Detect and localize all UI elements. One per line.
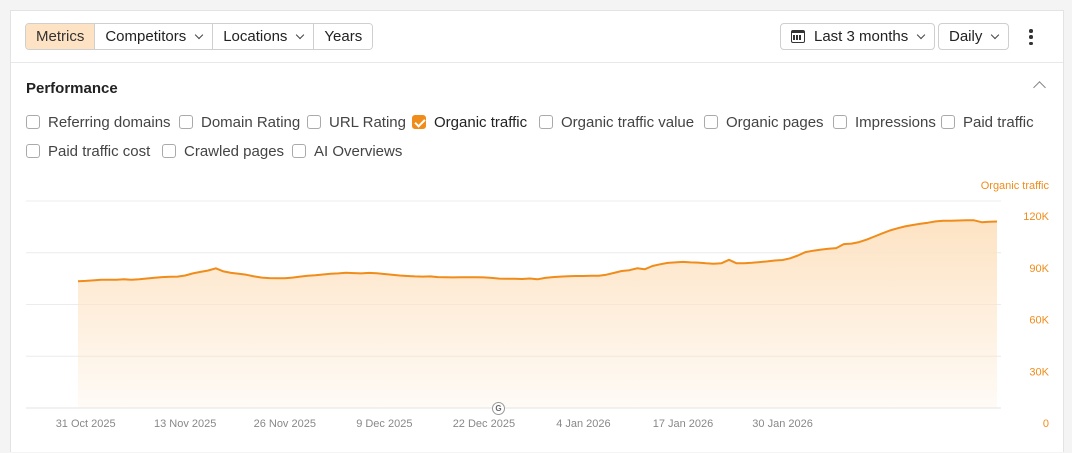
metric-label: Domain Rating	[201, 113, 301, 131]
checkbox-icon[interactable]	[26, 115, 40, 129]
tab-metrics-label: Metrics	[36, 28, 85, 45]
chevron-down-icon	[916, 30, 926, 39]
metric-label: Organic traffic value	[561, 113, 695, 131]
checkbox-icon[interactable]	[26, 144, 40, 158]
chevron-down-icon	[194, 30, 204, 39]
metric-referring-domains[interactable]: Referring domains	[26, 113, 171, 131]
y-tick-label: 90K	[1029, 263, 1049, 275]
y-tick-label: 60K	[1029, 315, 1049, 327]
metric-crawled-pages[interactable]: Crawled pages	[162, 142, 284, 160]
y-tick-label: 30K	[1029, 366, 1049, 378]
x-tick-label: 22 Dec 2025	[453, 418, 515, 430]
metric-label: AI Overviews	[314, 142, 403, 160]
x-tick-label: 17 Jan 2026	[653, 418, 714, 430]
checkbox-icon[interactable]	[412, 115, 426, 129]
interval-dropdown[interactable]: Daily	[938, 23, 1010, 50]
interval-label: Daily	[949, 28, 983, 45]
checkbox-icon[interactable]	[833, 115, 847, 129]
metric-ai-overviews[interactable]: AI Overviews	[292, 142, 402, 160]
metric-organic-traffic[interactable]: Organic traffic	[412, 113, 527, 131]
tab-years-label: Years	[324, 28, 363, 45]
metric-organic-traffic-value[interactable]: Organic traffic value	[539, 113, 694, 131]
metric-organic-pages[interactable]: Organic pages	[704, 113, 824, 131]
metric-domain-rating[interactable]: Domain Rating	[179, 113, 300, 131]
metric-label: Organic pages	[726, 113, 824, 131]
checkbox-icon[interactable]	[179, 115, 193, 129]
metric-impressions[interactable]: Impressions	[833, 113, 936, 131]
chart-area: Organic traffic 0 30K 60K 90K 120K 31 Oct 2025…	[11, 11, 1065, 453]
metric-paid-traffic-cost[interactable]: Paid traffic cost	[26, 142, 150, 160]
tab-competitors-label: Competitors	[105, 28, 187, 45]
tab-locations[interactable]: Locations	[213, 24, 315, 49]
y-tick-label: 120K	[1023, 211, 1049, 223]
chevron-down-icon	[991, 30, 1000, 39]
toolbar: Metrics Competitors Locations Years Last…	[11, 11, 1063, 63]
tab-metrics[interactable]: Metrics	[26, 24, 96, 49]
checkbox-icon[interactable]	[162, 144, 176, 158]
y-axis-title: Organic traffic	[981, 180, 1050, 192]
metric-label: Impressions	[855, 113, 936, 131]
date-range-label: Last 3 months	[814, 28, 909, 45]
metric-label: Crawled pages	[184, 142, 285, 160]
tab-years[interactable]: Years	[314, 24, 373, 49]
metric-label: Organic traffic	[434, 113, 528, 131]
metric-label: Paid traffic cost	[48, 142, 151, 160]
metric-label: Paid traffic	[963, 113, 1034, 131]
checkbox-icon[interactable]	[539, 115, 553, 129]
y-tick-label: 0	[1043, 418, 1049, 430]
organic-traffic-chart: Organic traffic 0 30K 60K 90K 120K 31 Oct 2025…	[26, 180, 1050, 430]
more-options-icon[interactable]	[1025, 27, 1037, 47]
checkbox-icon[interactable]	[292, 144, 306, 158]
performance-card: Metrics Competitors Locations Years Last…	[10, 10, 1064, 452]
x-tick-label: 4 Jan 2026	[556, 418, 610, 430]
chevron-down-icon	[296, 30, 305, 39]
x-tick-label: 13 Nov 2025	[154, 418, 216, 430]
google-update-marker-icon[interactable]: G	[492, 402, 505, 415]
x-tick-label: 30 Jan 2026	[752, 418, 813, 430]
checkbox-icon[interactable]	[307, 115, 321, 129]
series-area-organic-traffic	[78, 220, 997, 408]
metric-url-rating[interactable]: URL Rating	[307, 113, 406, 131]
tab-competitors[interactable]: Competitors	[95, 24, 214, 49]
section-title: Performance	[26, 80, 118, 97]
checkbox-icon[interactable]	[704, 115, 718, 129]
date-range-dropdown[interactable]: Last 3 months	[780, 23, 936, 50]
series-line-organic-traffic	[77, 219, 998, 283]
metric-label: Referring domains	[48, 113, 171, 131]
x-tick-label: 26 Nov 2025	[254, 418, 316, 430]
chevron-up-icon[interactable]	[1033, 81, 1046, 94]
view-tabs: Metrics Competitors Locations Years	[25, 23, 374, 50]
metric-label: URL Rating	[329, 113, 406, 131]
x-tick-label: 31 Oct 2025	[56, 418, 116, 430]
tab-locations-label: Locations	[223, 28, 288, 45]
calendar-icon	[791, 30, 805, 43]
metric-paid-traffic[interactable]: Paid traffic	[941, 113, 1034, 131]
checkbox-icon[interactable]	[941, 115, 955, 129]
x-tick-label: 9 Dec 2025	[356, 418, 412, 430]
